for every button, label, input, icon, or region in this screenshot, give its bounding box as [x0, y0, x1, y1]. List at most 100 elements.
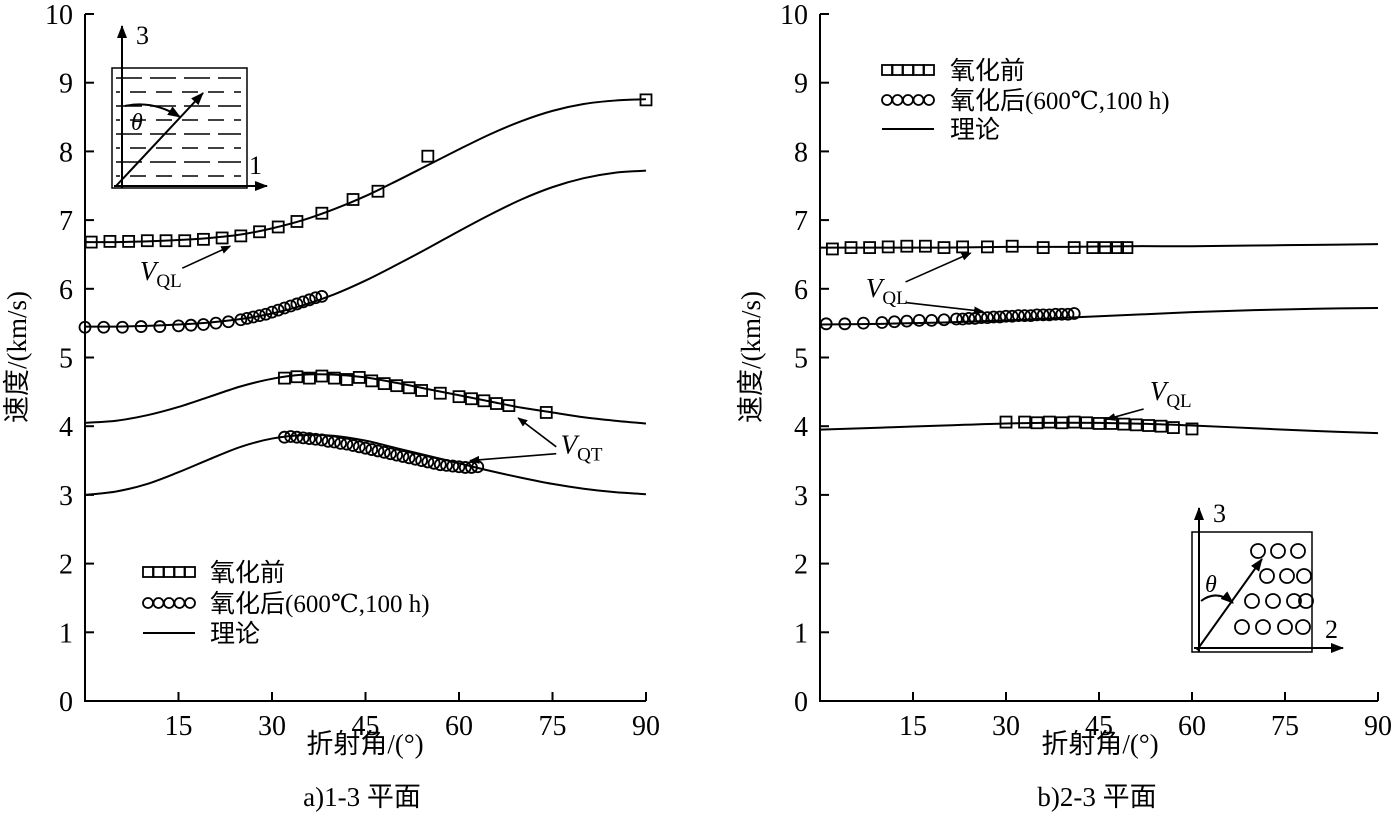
data-point-square	[1092, 417, 1106, 430]
data-point-circle	[240, 311, 254, 325]
legend-label: 氧化后(600℃,100 h)	[950, 87, 1170, 115]
data-point-square	[271, 220, 285, 234]
data-point-square	[140, 234, 154, 248]
y-tick-label: 7	[794, 206, 808, 237]
data-point-square	[315, 369, 329, 383]
data-point-circle	[278, 430, 291, 444]
data-point-circle	[309, 291, 323, 305]
data-point-circle	[234, 313, 248, 327]
data-point-circle	[925, 314, 938, 327]
data-point-circle	[458, 461, 472, 474]
data-point-square	[639, 93, 653, 107]
legend-marker-circle	[912, 94, 925, 106]
y-tick-label: 6	[794, 275, 808, 306]
fiber-circle	[1265, 593, 1281, 609]
data-point-circle	[97, 320, 111, 334]
axis-lines	[819, 14, 1378, 702]
data-point-circle	[296, 295, 310, 309]
data-point-square	[315, 206, 329, 220]
data-point-circle	[384, 447, 397, 461]
data-point-circle	[209, 316, 223, 330]
data-point-square	[278, 371, 291, 385]
data-point-circle	[290, 430, 304, 444]
data-point-circle	[446, 459, 460, 473]
data-point-square	[919, 239, 932, 253]
data-point-square	[1067, 415, 1081, 429]
data-point-square	[881, 240, 895, 254]
wave-direction-arrow	[1196, 558, 1263, 651]
fiber-circle	[1234, 619, 1250, 635]
data-point-square	[999, 415, 1013, 429]
data-point-circle	[321, 434, 335, 448]
data-point-circle	[352, 440, 366, 454]
y-tick-label: 10	[45, 0, 73, 31]
fiber-circle	[1290, 543, 1306, 559]
data-point-square	[346, 193, 360, 206]
data-point-circle	[408, 452, 422, 466]
y-tick-label: 6	[59, 275, 73, 306]
fiber-circle	[1250, 543, 1266, 559]
legend-marker-square	[163, 566, 175, 578]
legend-marker-square	[173, 566, 186, 578]
data-point-circle	[950, 312, 963, 326]
data-point-square	[539, 406, 553, 419]
theta-label: θ	[1205, 572, 1217, 598]
panel-caption: b)2-3 平面	[1037, 782, 1156, 812]
data-point-circle	[1036, 308, 1050, 322]
data-point-square	[452, 390, 466, 404]
data-point-circle	[838, 317, 852, 331]
data-point-square	[465, 392, 478, 406]
data-point-circle	[440, 458, 453, 472]
data-point-square	[981, 240, 994, 254]
data-point-square	[1154, 419, 1168, 433]
data-point-circle	[327, 435, 341, 449]
curve-label: VQL	[140, 256, 182, 292]
data-point-circle	[900, 314, 914, 328]
y-tick-label: 7	[59, 206, 73, 237]
panel-caption: a)1-3 平面	[303, 782, 421, 812]
y-tick-label: 3	[794, 481, 808, 512]
data-point-square	[1055, 416, 1069, 430]
data-point-square	[1043, 415, 1056, 429]
data-point-circle	[340, 437, 354, 451]
data-point-square	[365, 374, 379, 388]
legend-marker-circle	[173, 597, 186, 609]
data-point-square	[390, 379, 404, 393]
data-point-square	[489, 397, 503, 410]
data-point-square	[1185, 422, 1199, 436]
y-tick-label: 1	[59, 618, 73, 649]
fiber-circle	[1298, 593, 1314, 609]
fiber-circle	[1270, 543, 1286, 559]
y-tick-label: 1	[794, 618, 808, 649]
theory-curve	[819, 307, 1379, 326]
fiber-circle	[1296, 568, 1312, 584]
data-point-square	[1117, 417, 1131, 431]
data-point-circle	[875, 316, 889, 329]
orientation-inset: 3 2 θ	[1191, 499, 1344, 653]
data-point-circle	[415, 454, 429, 467]
data-point-circle	[359, 441, 372, 455]
data-point-square	[477, 394, 491, 408]
y-tick-label: 8	[794, 137, 808, 168]
data-point-square	[402, 381, 416, 395]
x-axis-label: 折射角/(°)	[306, 729, 423, 759]
data-point-square	[234, 229, 248, 243]
data-point-circle	[265, 305, 279, 319]
legend-marker-circle	[163, 597, 175, 609]
data-point-circle	[1018, 309, 1031, 322]
data-point-square	[826, 242, 839, 256]
legend-label: 氧化前	[950, 57, 1025, 85]
data-point-square	[1167, 421, 1180, 434]
data-point-circle	[221, 315, 235, 329]
curve-label: VQT	[561, 430, 603, 466]
annotation-arrow	[517, 417, 557, 448]
theory-curve	[819, 421, 1379, 435]
legend-marker-circle	[891, 94, 904, 106]
data-point-square	[178, 234, 192, 248]
curve-label: VQL	[866, 273, 908, 309]
y-tick-label: 4	[794, 412, 808, 443]
data-point-square	[197, 232, 210, 246]
data-point-circle	[377, 445, 391, 459]
data-point-square	[290, 215, 304, 228]
